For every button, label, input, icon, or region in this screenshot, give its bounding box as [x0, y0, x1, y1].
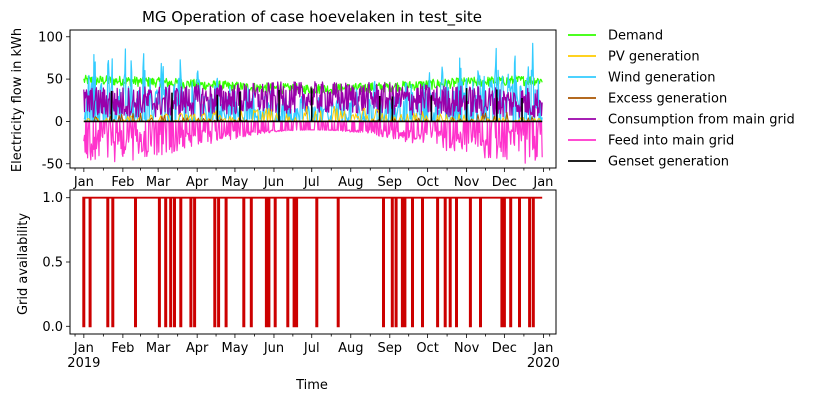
top-x-tick-label: May	[221, 175, 248, 190]
bottom-x-tick-label: Aug	[338, 341, 363, 356]
bottom-y-tick-label: 1.0	[42, 191, 63, 206]
bottom-x-tick-label: Jan	[73, 341, 94, 356]
bottom-x-year-label: 2019	[67, 356, 100, 371]
legend-item: Consumption from main grid	[568, 113, 795, 128]
bottom-x-tick-label: May	[221, 341, 248, 356]
top-plot-frame	[69, 29, 557, 169]
bottom-x-tick-label: Oct	[416, 341, 438, 356]
legend-label: Feed into main grid	[608, 134, 734, 149]
bottom-x-tick-label: Nov	[454, 341, 480, 356]
series-feed-into-main-grid	[83, 120, 543, 164]
legend-label: Genset generation	[608, 155, 729, 170]
legend-item: Excess generation	[568, 92, 727, 107]
top-x-tick-label: Jun	[263, 175, 284, 190]
top-x-tick-label: Jan	[532, 175, 553, 190]
bottom-x-tick-label: Feb	[111, 341, 134, 356]
top-x-tick-label: Sep	[378, 175, 403, 190]
top-x-tick-label: Apr	[186, 175, 209, 190]
legend-label: Consumption from main grid	[608, 113, 795, 128]
top-x-tick-label: Aug	[338, 175, 363, 190]
bottom-y-tick-label: 0.5	[42, 256, 63, 271]
legend-item: Genset generation	[568, 155, 729, 170]
bottom-x-tick-label: Apr	[186, 341, 209, 356]
legend-label: Wind generation	[608, 71, 716, 86]
top-plot-axes: Jan Feb Mar Apr May Jun Jul Aug Sep Oct Nov Dec Jan-…	[38, 30, 553, 190]
top-chart-title: MG Operation of case hoevelaken in test_…	[142, 8, 482, 27]
series-grid-availability	[82, 196, 543, 328]
bottom-y-tick-label: 0.0	[42, 320, 63, 335]
bottom-x-tick-label: Jan	[532, 341, 553, 356]
top-x-tick-label: Jan	[73, 175, 94, 190]
top-y-tick-label: 50	[46, 73, 63, 88]
legend-item: Feed into main grid	[568, 134, 734, 149]
bottom-x-tick-label: Jul	[303, 341, 320, 356]
top-x-tick-label: Oct	[416, 175, 438, 190]
legend-item: Wind generation	[568, 71, 716, 86]
top-x-tick-label: Nov	[454, 175, 480, 190]
bottom-x-tick-label: Dec	[492, 341, 517, 356]
bottom-x-tick-label: Sep	[378, 341, 403, 356]
legend: Demand PV generation Wind generation Excess…	[568, 29, 795, 170]
top-y-axis-label: Electricity flow in kWh	[10, 28, 25, 172]
legend-item: PV generation	[568, 50, 700, 65]
bottom-x-tick-label: Mar	[146, 341, 171, 356]
top-plot-series	[83, 42, 543, 164]
series-consumption-from-main-grid	[83, 81, 543, 118]
legend-label: Excess generation	[608, 92, 727, 107]
legend-item: Demand	[568, 29, 663, 44]
bottom-plot-frame	[69, 189, 557, 335]
series-wind-generation	[83, 42, 543, 122]
top-x-tick-label: Mar	[146, 175, 171, 190]
top-y-tick-label: -50	[42, 157, 63, 172]
bottom-x-year-label: 2020	[527, 356, 560, 371]
top-y-tick-label: 0	[55, 115, 63, 130]
legend-label: Demand	[608, 29, 663, 44]
bottom-x-tick-label: Jun	[263, 341, 284, 356]
top-y-tick-label: 100	[38, 30, 63, 45]
legend-label: PV generation	[608, 50, 700, 65]
bottom-y-axis-label: Grid availability	[16, 213, 31, 315]
bottom-plot-series	[82, 196, 543, 328]
top-x-tick-label: Dec	[492, 175, 517, 190]
top-x-tick-label: Feb	[111, 175, 134, 190]
top-x-tick-label: Jul	[303, 175, 320, 190]
bottom-x-axis-label: Time	[295, 378, 328, 393]
